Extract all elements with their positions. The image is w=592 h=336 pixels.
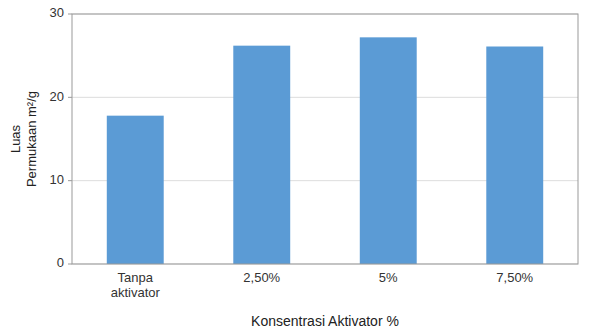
bar xyxy=(360,37,417,264)
y-tick-label: 0 xyxy=(57,255,64,270)
x-axis-label: Konsentrasi Aktivator % xyxy=(251,313,399,329)
x-tick-label: 5% xyxy=(379,270,398,285)
y-tick-label: 30 xyxy=(50,5,64,20)
y-tick xyxy=(68,14,72,15)
chart-container: 0 10 20 30 Tanpaaktivator 2,50% 5% 7,50% Konsent… xyxy=(0,0,592,336)
y-tick xyxy=(68,97,72,98)
chart: 0 10 20 30 Tanpaaktivator 2,50% 5% 7,50% Konsent… xyxy=(0,0,592,336)
bar xyxy=(233,46,290,264)
y-tick xyxy=(68,264,72,265)
y-tick xyxy=(68,180,72,181)
y-tick-label: 20 xyxy=(50,89,64,104)
y-tick-label: 10 xyxy=(50,172,64,187)
y-axis-label: LuasPermukaan m²/g xyxy=(8,91,39,187)
bars xyxy=(107,37,543,264)
x-tick-label: Tanpaaktivator xyxy=(111,270,161,300)
bar xyxy=(107,116,164,264)
plot-frame xyxy=(72,14,578,264)
x-tick-label: 7,50% xyxy=(496,270,533,285)
bar xyxy=(486,47,543,265)
x-tick-label: 2,50% xyxy=(243,270,280,285)
